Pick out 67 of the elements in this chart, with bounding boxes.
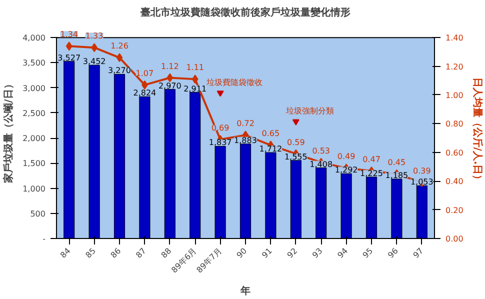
y-tick-label: 3,500 xyxy=(22,58,46,68)
data-label: 1,555 xyxy=(284,152,308,162)
y-tick-label: - xyxy=(42,234,46,244)
data-label: 1.26 xyxy=(110,42,128,51)
data-label: 0.47 xyxy=(362,155,380,164)
x-tick-label: 93 xyxy=(310,246,324,260)
text: 1.40 xyxy=(446,34,464,43)
x-tick-label: 96 xyxy=(386,246,400,260)
y-tick-label: 1,000 xyxy=(22,184,46,194)
x-tick-label: 89年7月 xyxy=(195,246,224,275)
data-label: 2,911 xyxy=(184,84,207,94)
x-tick-label: 85 xyxy=(84,246,98,260)
x-tick-label: 95 xyxy=(361,246,375,260)
data-label: 1,225 xyxy=(360,168,383,178)
x-axis-title: 年 xyxy=(240,284,250,297)
y-tick-label: 2,500 xyxy=(22,108,46,118)
x-tick-label: 91 xyxy=(260,246,274,260)
data-label: 2,824 xyxy=(133,88,156,98)
x-tick-label: 97 xyxy=(412,246,426,260)
data-label: 0.72 xyxy=(236,119,254,128)
data-label: 1,185 xyxy=(385,170,408,180)
annotation: 垃圾費隨袋徵收 xyxy=(205,78,262,87)
y-tick-label: 3,000 xyxy=(22,84,46,93)
chart-title: 臺北市垃圾費隨袋徵收前後家戶垃圾量變化情形 xyxy=(140,6,350,18)
y-tick-label: 1,500 xyxy=(22,159,46,168)
y-tick-label: 500 xyxy=(30,209,46,218)
data-label: 3,452 xyxy=(82,57,106,66)
data-label: 3,270 xyxy=(108,66,131,76)
data-label: 2,970 xyxy=(158,81,182,90)
x-tick-label: 86 xyxy=(109,246,123,260)
text: 0.60 xyxy=(446,148,464,158)
x-tick-label: 87 xyxy=(134,246,148,260)
x-tick-label: 92 xyxy=(286,246,300,260)
data-label: 1,292 xyxy=(334,166,358,175)
text: 1.20 xyxy=(446,62,464,72)
x-tick-label: 94 xyxy=(336,246,350,260)
text: 0.20 xyxy=(446,206,464,215)
text: 0.00 xyxy=(446,234,464,244)
data-label: 1,053 xyxy=(410,178,434,187)
data-label: 1.34 xyxy=(60,30,78,40)
annotation: 垃圾強制分類 xyxy=(284,106,334,116)
x-tick-label: 84 xyxy=(58,246,72,260)
data-label: 0.65 xyxy=(262,129,280,138)
data-label: 1.11 xyxy=(186,63,204,72)
data-label: 0.53 xyxy=(312,146,330,156)
y2-axis-title: 日人均量（公斤/人.日） xyxy=(471,77,484,185)
y-tick-label: 2,000 xyxy=(22,134,46,144)
data-label: 0.39 xyxy=(412,166,431,176)
data-label: 0.59 xyxy=(286,138,305,147)
data-label: 1.07 xyxy=(136,68,154,78)
data-label: 1.33 xyxy=(85,32,104,41)
y-tick-label: 4,000 xyxy=(22,34,46,43)
text: 0.80 xyxy=(446,120,464,129)
data-label: 1,883 xyxy=(234,136,257,145)
data-label: 3,527 xyxy=(58,53,81,62)
text: 1.00 xyxy=(446,90,464,100)
data-label: 0.45 xyxy=(388,158,406,167)
data-label: 0.49 xyxy=(337,152,356,162)
data-label: 1,837 xyxy=(208,138,232,148)
data-label: 1,712 xyxy=(259,144,282,154)
x-tick-label: 90 xyxy=(235,246,249,260)
data-label: 1,408 xyxy=(310,160,333,169)
data-label: 0.69 xyxy=(211,123,230,132)
data-label: 1.12 xyxy=(160,62,179,71)
y-axis-title: 家戶垃圾量（公噸/日） xyxy=(2,79,15,184)
x-tick-label: 88 xyxy=(160,246,174,260)
text: 0.40 xyxy=(446,177,464,186)
